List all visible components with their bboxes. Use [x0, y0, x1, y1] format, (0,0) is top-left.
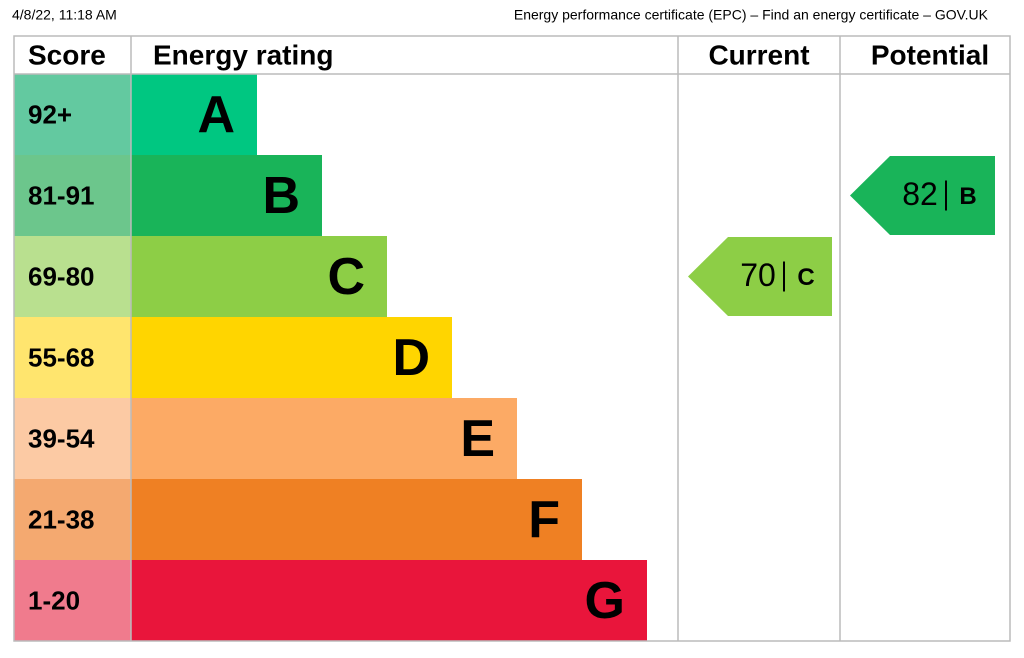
score-cell — [14, 317, 131, 398]
rating-bar — [131, 236, 387, 317]
rating-letter: D — [392, 329, 430, 387]
score-cell — [14, 236, 131, 317]
page-title: Energy performance certificate (EPC) – F… — [514, 7, 989, 23]
table-border — [13, 35, 1011, 642]
column-header: Potential — [871, 39, 989, 70]
potential-value: 82 — [902, 176, 938, 212]
rating-bar — [131, 479, 582, 560]
column-header: Current — [708, 39, 809, 70]
current-rating: C — [797, 264, 814, 291]
rating-bar — [131, 398, 517, 479]
score-label: 39-54 — [28, 423, 95, 453]
score-cell — [14, 479, 131, 560]
rating-letter: C — [327, 248, 365, 306]
score-label: 1-20 — [28, 585, 80, 615]
rating-bar — [131, 560, 647, 641]
rating-letter: B — [262, 167, 300, 225]
column-header: Energy rating — [153, 39, 333, 70]
rating-bar — [131, 74, 257, 155]
potential-arrow — [850, 156, 995, 235]
column-header: Score — [28, 39, 106, 70]
rating-bar — [131, 155, 322, 236]
score-label: 21-38 — [28, 504, 95, 534]
rating-letter: G — [585, 572, 625, 630]
score-cell — [14, 74, 131, 155]
rating-letter: A — [197, 86, 235, 144]
rating-letter: E — [460, 410, 495, 468]
current-value: 70 — [740, 257, 776, 293]
rating-bar — [131, 317, 452, 398]
score-label: 55-68 — [28, 342, 95, 372]
score-cell — [14, 155, 131, 236]
rating-letter: F — [528, 491, 560, 549]
score-label: 81-91 — [28, 180, 95, 210]
potential-rating: B — [959, 183, 976, 210]
current-arrow — [688, 237, 832, 316]
score-label: 92+ — [28, 99, 72, 129]
score-cell — [14, 560, 131, 641]
timestamp: 4/8/22, 11:18 AM — [12, 7, 117, 23]
score-cell — [14, 398, 131, 479]
score-label: 69-80 — [28, 261, 95, 291]
